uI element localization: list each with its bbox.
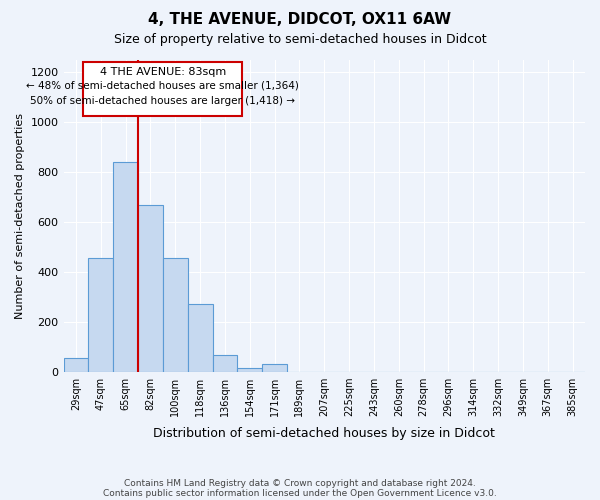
FancyBboxPatch shape (83, 62, 242, 116)
Bar (212, 356, 238, 372)
Text: 4 THE AVENUE: 83sqm: 4 THE AVENUE: 83sqm (100, 68, 226, 78)
Text: 4, THE AVENUE, DIDCOT, OX11 6AW: 4, THE AVENUE, DIDCOT, OX11 6AW (148, 12, 452, 28)
Text: Size of property relative to semi-detached houses in Didcot: Size of property relative to semi-detach… (113, 32, 487, 46)
X-axis label: Distribution of semi-detached houses by size in Didcot: Distribution of semi-detached houses by … (154, 427, 495, 440)
Text: 50% of semi-detached houses are larger (1,418) →: 50% of semi-detached houses are larger (… (31, 96, 295, 106)
Bar (188, 304, 212, 372)
Text: ← 48% of semi-detached houses are smaller (1,364): ← 48% of semi-detached houses are smalle… (26, 80, 299, 90)
Y-axis label: Number of semi-detached properties: Number of semi-detached properties (15, 113, 25, 319)
Bar (113, 162, 138, 372)
Text: Contains HM Land Registry data © Crown copyright and database right 2024.: Contains HM Land Registry data © Crown c… (124, 478, 476, 488)
Bar (262, 364, 287, 372)
Bar (238, 368, 262, 372)
Bar (88, 258, 113, 372)
Text: Contains public sector information licensed under the Open Government Licence v3: Contains public sector information licen… (103, 488, 497, 498)
Bar (64, 358, 88, 372)
Bar (163, 258, 188, 372)
Bar (138, 204, 163, 372)
